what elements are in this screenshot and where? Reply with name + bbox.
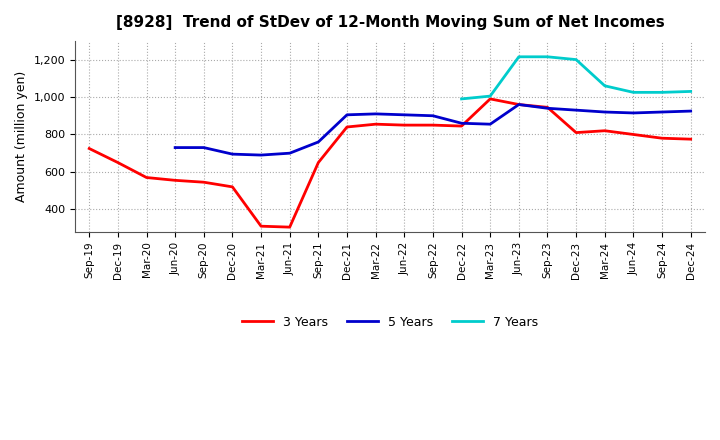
Line: 5 Years: 5 Years [175, 105, 690, 155]
Legend: 3 Years, 5 Years, 7 Years: 3 Years, 5 Years, 7 Years [237, 311, 543, 334]
3 Years [171, 178, 179, 183]
3 Years [228, 184, 237, 190]
5 Years [285, 150, 294, 156]
5 Years [457, 121, 466, 126]
5 Years [486, 121, 495, 127]
3 Years [285, 224, 294, 230]
5 Years [314, 139, 323, 145]
3 Years [85, 146, 94, 151]
Line: 7 Years: 7 Years [462, 57, 690, 99]
5 Years [372, 111, 380, 117]
3 Years [543, 105, 552, 110]
3 Years [257, 224, 266, 229]
3 Years [142, 175, 150, 180]
3 Years [314, 160, 323, 165]
5 Years [515, 102, 523, 107]
3 Years [343, 125, 351, 130]
7 Years [657, 90, 666, 95]
5 Years [400, 112, 408, 117]
5 Years [228, 151, 237, 157]
7 Years [600, 83, 609, 88]
3 Years [400, 122, 408, 128]
3 Years [199, 180, 208, 185]
3 Years [515, 102, 523, 107]
7 Years [686, 89, 695, 94]
3 Years [428, 122, 437, 128]
5 Years [171, 145, 179, 150]
3 Years [629, 132, 638, 137]
7 Years [515, 54, 523, 59]
5 Years [257, 152, 266, 158]
3 Years [372, 121, 380, 127]
7 Years [486, 93, 495, 99]
5 Years [686, 108, 695, 114]
3 Years [486, 96, 495, 102]
Line: 3 Years: 3 Years [89, 99, 690, 227]
5 Years [343, 112, 351, 117]
3 Years [686, 136, 695, 142]
5 Years [600, 110, 609, 115]
3 Years [657, 136, 666, 141]
7 Years [457, 96, 466, 102]
3 Years [457, 123, 466, 128]
5 Years [657, 110, 666, 115]
5 Years [629, 110, 638, 116]
5 Years [199, 145, 208, 150]
5 Years [543, 106, 552, 111]
7 Years [572, 57, 580, 62]
Title: [8928]  Trend of StDev of 12-Month Moving Sum of Net Incomes: [8928] Trend of StDev of 12-Month Moving… [116, 15, 665, 30]
3 Years [572, 130, 580, 135]
7 Years [543, 54, 552, 59]
7 Years [629, 90, 638, 95]
Y-axis label: Amount (million yen): Amount (million yen) [15, 71, 28, 202]
5 Years [572, 107, 580, 113]
3 Years [114, 160, 122, 165]
3 Years [600, 128, 609, 133]
5 Years [428, 113, 437, 118]
